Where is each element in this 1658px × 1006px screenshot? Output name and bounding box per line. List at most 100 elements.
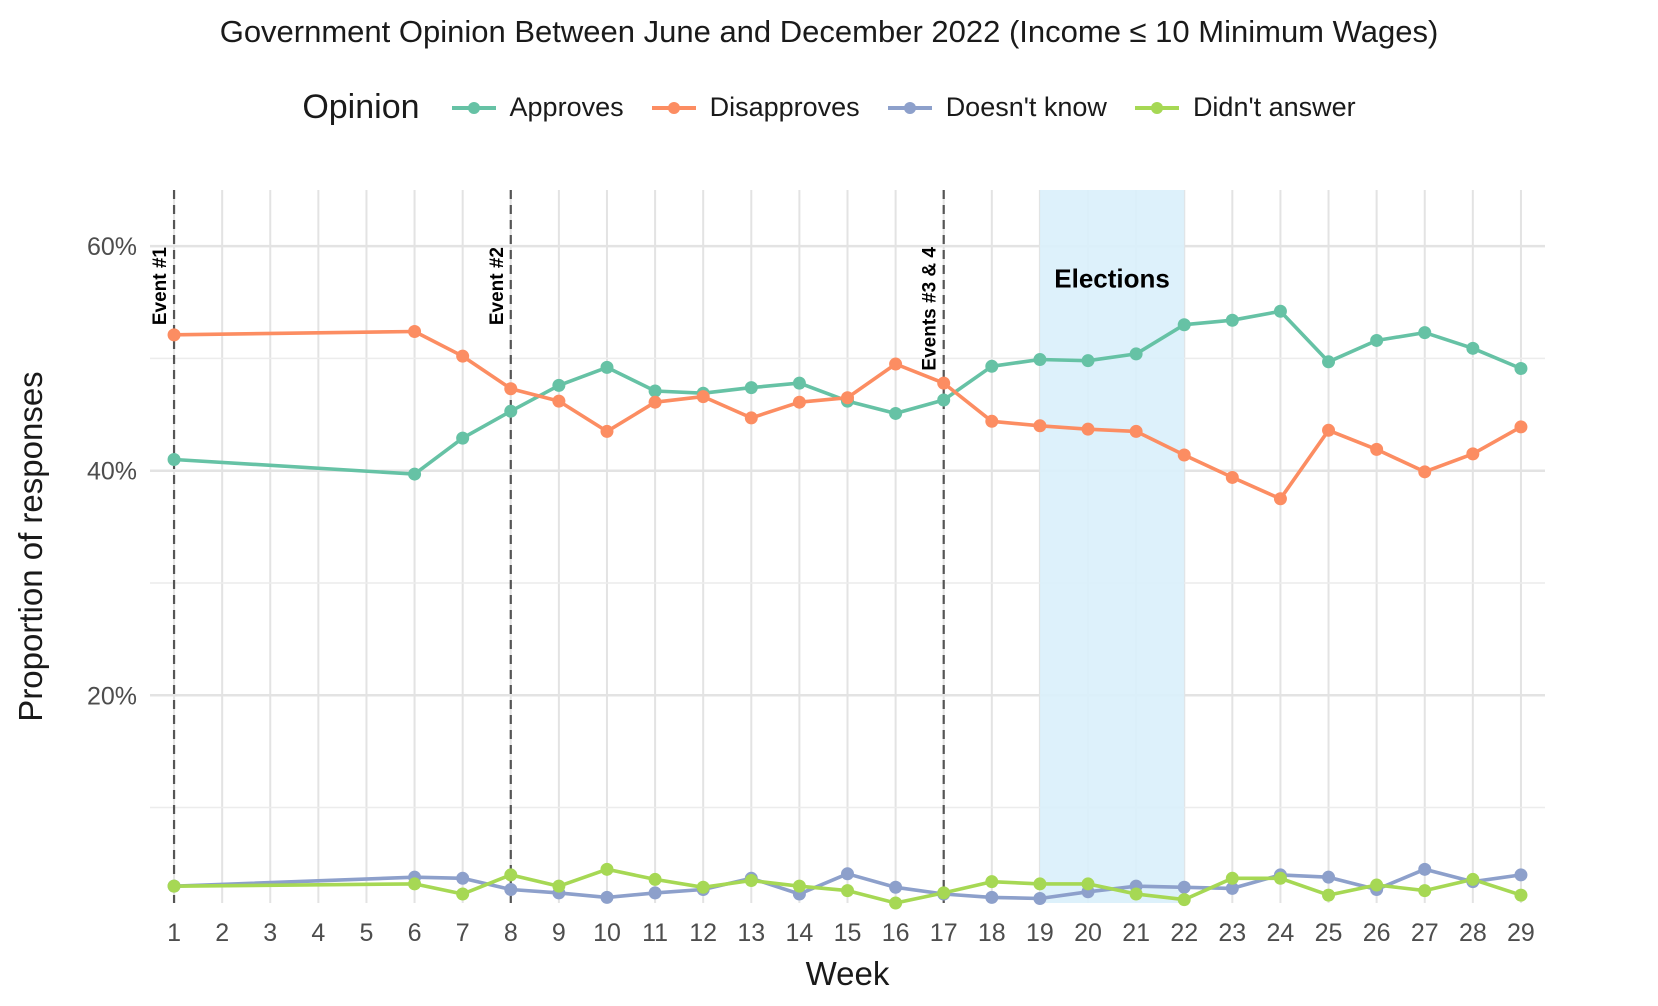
data-point-didn-t-answer (889, 896, 903, 910)
legend-key-approves (451, 101, 496, 114)
axis-layer: 1 2 3 4 5 6 7 8 9 10 11 12 13 14 15 16 17 18 19 20 21 22 23 24 2… (12, 233, 1535, 992)
chart-title: Government Opinion Between June and Dece… (219, 14, 1439, 49)
x-tick-label: 9 (552, 919, 566, 947)
x-tick-label: 27 (1411, 919, 1439, 947)
data-point-approves (889, 406, 903, 420)
y-tick-label: 40% (87, 458, 137, 486)
data-point-approves (985, 359, 999, 373)
legend-item-didnt-answer: Didn't answer (1133, 92, 1356, 123)
data-point-didn-t-answer (1177, 893, 1191, 907)
x-tick-label: 22 (1170, 919, 1198, 947)
data-point-doesn-t-know (1033, 892, 1047, 906)
data-point-didn-t-answer (456, 887, 470, 901)
legend-label-didnt-answer: Didn't answer (1192, 92, 1356, 122)
data-point-doesn-t-know (504, 883, 518, 897)
x-tick-label: 28 (1459, 919, 1487, 947)
data-point-disapproves (841, 391, 854, 405)
data-point-disapproves (1514, 420, 1528, 434)
data-point-disapproves (1225, 470, 1239, 484)
series-layer (167, 304, 1528, 910)
data-point-disapproves (600, 424, 614, 438)
legend-key-disapproves (651, 101, 696, 114)
y-axis-title: Proportion of responses (12, 371, 49, 721)
data-point-disapproves (1081, 422, 1095, 436)
data-point-disapproves (1129, 424, 1143, 438)
data-point-didn-t-answer (408, 877, 422, 891)
legend-title: Opinion (302, 88, 420, 126)
data-point-didn-t-answer (1466, 872, 1480, 886)
x-tick-label: 18 (978, 919, 1006, 947)
data-point-didn-t-answer (1129, 887, 1143, 901)
x-tick-label: 29 (1507, 919, 1535, 947)
x-tick-label: 2 (215, 919, 229, 947)
data-point-approves (1033, 353, 1047, 367)
data-point-approves (1514, 362, 1528, 376)
x-tick-label: 23 (1218, 919, 1246, 947)
x-tick-label: 6 (408, 919, 422, 947)
x-tick-label: 26 (1363, 919, 1391, 947)
event-label-event-1: Event #1 (150, 247, 171, 326)
data-point-disapproves (167, 328, 181, 342)
data-point-disapproves (552, 394, 566, 408)
data-point-disapproves (1370, 442, 1384, 456)
x-tick-label: 4 (311, 919, 325, 947)
data-point-approves (1177, 318, 1191, 332)
data-point-doesn-t-know (648, 886, 662, 900)
data-point-disapproves (1418, 465, 1432, 479)
x-tick-label: 17 (930, 919, 958, 947)
x-tick-label: 24 (1267, 919, 1295, 947)
data-point-disapproves (696, 390, 710, 404)
elections-band (1039, 190, 1185, 903)
data-point-doesn-t-know (1225, 881, 1239, 895)
data-point-doesn-t-know (456, 871, 470, 885)
data-point-didn-t-answer (1033, 877, 1047, 891)
data-point-didn-t-answer (504, 868, 518, 882)
x-tick-label: 14 (785, 919, 813, 947)
data-point-disapproves (648, 395, 662, 409)
data-point-didn-t-answer (167, 879, 181, 893)
legend-key-didnt-answer (1134, 101, 1179, 114)
data-point-didn-t-answer (648, 872, 662, 886)
legend: Opinion Approves Disapproves Doesn't kno… (0, 88, 1658, 127)
data-point-didn-t-answer (985, 875, 999, 889)
data-point-approves (648, 384, 662, 398)
data-point-disapproves (1033, 419, 1047, 433)
data-point-approves (600, 360, 614, 374)
data-point-disapproves (744, 411, 758, 425)
legend-label-disapproves: Disapproves (709, 92, 860, 122)
data-point-doesn-t-know (985, 890, 999, 904)
legend-item-approves: Approves (450, 92, 624, 123)
data-point-didn-t-answer (1081, 877, 1095, 891)
data-point-disapproves (504, 382, 518, 396)
y-tick-label: 20% (87, 682, 137, 710)
data-point-disapproves (1273, 492, 1287, 506)
legend-label-approves: Approves (509, 92, 624, 122)
data-point-doesn-t-know (841, 867, 854, 881)
data-point-approves (1418, 326, 1432, 340)
data-point-didn-t-answer (841, 884, 854, 898)
data-point-didn-t-answer (1225, 871, 1239, 885)
data-point-approves (1370, 333, 1384, 347)
data-point-disapproves (408, 324, 422, 338)
legend-label-doesnt-know: Doesn't know (945, 92, 1107, 122)
x-tick-label: 1 (167, 919, 181, 947)
data-point-didn-t-answer (1514, 888, 1528, 902)
data-point-approves (937, 393, 951, 407)
data-point-disapproves (1466, 447, 1480, 461)
y-tick-label: 60% (87, 233, 137, 261)
data-point-didn-t-answer (744, 874, 758, 888)
data-point-didn-t-answer (1322, 888, 1336, 902)
event-lines-layer: Event #1 Event #2 Events #3 & 4 (150, 190, 945, 903)
data-point-approves (167, 452, 181, 466)
x-tick-label: 11 (642, 919, 668, 947)
data-point-didn-t-answer (1370, 878, 1384, 892)
event-label-event-2: Event #2 (487, 247, 508, 325)
x-tick-label: 19 (1026, 919, 1054, 947)
data-point-approves (552, 378, 566, 392)
x-tick-label: 16 (882, 919, 910, 947)
elections-label: Elections (1054, 264, 1170, 294)
data-point-didn-t-answer (1273, 871, 1287, 885)
data-point-doesn-t-know (600, 890, 614, 904)
data-point-didn-t-answer (600, 862, 614, 876)
